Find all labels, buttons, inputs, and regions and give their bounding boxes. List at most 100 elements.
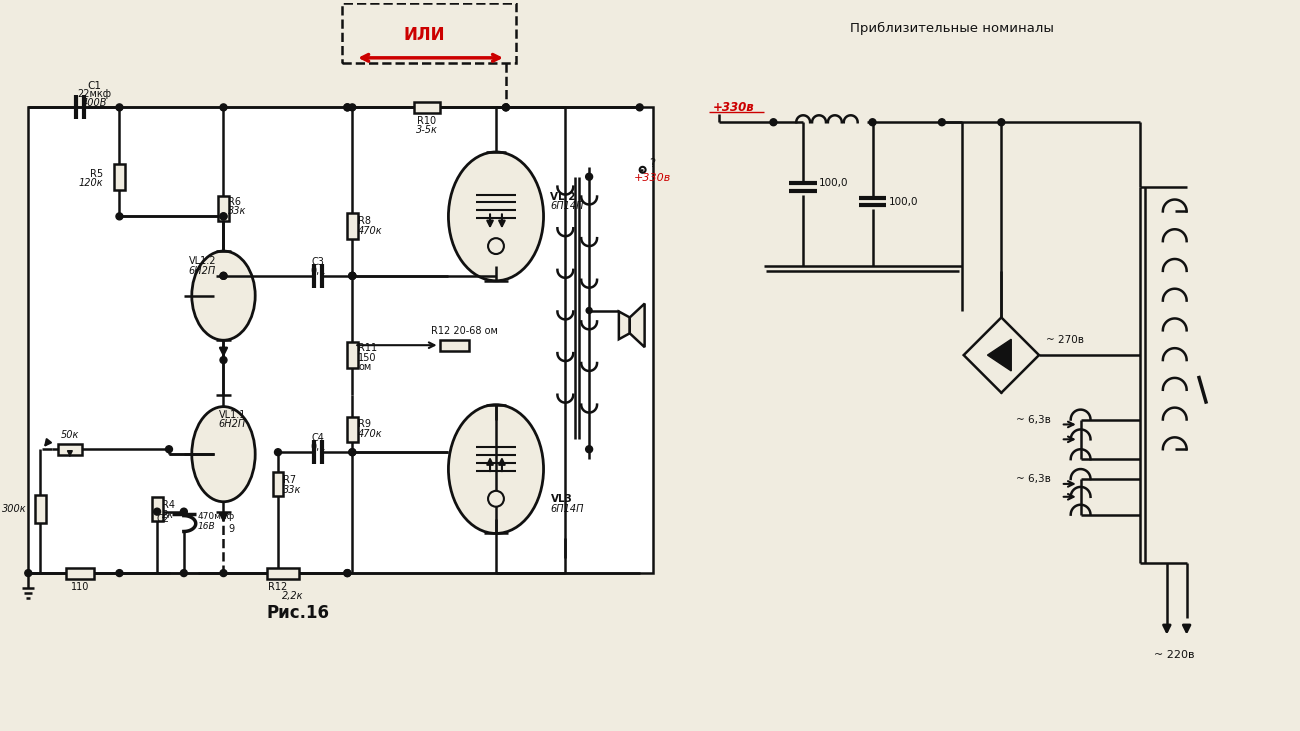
Bar xyxy=(347,213,358,239)
Circle shape xyxy=(348,449,356,455)
Text: 22мкф: 22мкф xyxy=(78,89,112,99)
Bar xyxy=(152,497,162,520)
Circle shape xyxy=(348,273,356,279)
Text: C1: C1 xyxy=(87,80,101,91)
Text: 33к: 33к xyxy=(229,206,247,216)
Text: Приблизительные номиналы: Приблизительные номиналы xyxy=(850,21,1054,34)
Text: 33к: 33к xyxy=(283,485,302,495)
Circle shape xyxy=(939,118,945,126)
Text: R12: R12 xyxy=(268,582,287,592)
Circle shape xyxy=(220,569,228,577)
Bar xyxy=(58,444,82,455)
Circle shape xyxy=(153,508,161,515)
Text: 50к: 50к xyxy=(61,431,79,440)
Text: R8: R8 xyxy=(359,216,372,227)
Text: ~ 6,3в: ~ 6,3в xyxy=(1017,474,1050,484)
Bar xyxy=(347,417,358,442)
Text: 470мкф: 470мкф xyxy=(198,512,235,521)
Circle shape xyxy=(116,569,124,577)
Circle shape xyxy=(344,569,351,577)
Text: +330в: +330в xyxy=(712,101,754,114)
Bar xyxy=(29,107,653,573)
Text: 6П14П: 6П14П xyxy=(550,202,584,211)
Text: 6П14П: 6П14П xyxy=(550,504,584,514)
Circle shape xyxy=(274,449,282,455)
Circle shape xyxy=(870,118,876,126)
Polygon shape xyxy=(963,317,1039,393)
Bar xyxy=(266,568,299,578)
Circle shape xyxy=(116,104,124,111)
Circle shape xyxy=(502,104,510,111)
Circle shape xyxy=(344,104,351,111)
Circle shape xyxy=(116,213,124,220)
Circle shape xyxy=(586,308,592,314)
Circle shape xyxy=(25,569,31,577)
Text: VL1.1: VL1.1 xyxy=(218,409,246,420)
Text: 300к: 300к xyxy=(1,504,26,514)
Text: R5: R5 xyxy=(91,169,104,179)
Circle shape xyxy=(220,213,228,220)
Text: R4: R4 xyxy=(162,500,176,510)
Text: ~ 270в: ~ 270в xyxy=(1046,336,1084,345)
Text: ИЛИ: ИЛИ xyxy=(404,26,446,44)
Ellipse shape xyxy=(192,406,255,501)
Text: 6Н2П: 6Н2П xyxy=(218,420,246,429)
Text: 0,1: 0,1 xyxy=(309,442,325,452)
Text: ~ 6,3в: ~ 6,3в xyxy=(1017,414,1050,425)
Circle shape xyxy=(488,491,504,507)
Ellipse shape xyxy=(448,405,543,534)
Text: C2: C2 xyxy=(157,514,170,523)
Bar xyxy=(439,340,469,351)
Circle shape xyxy=(348,449,356,455)
Circle shape xyxy=(348,273,356,279)
Circle shape xyxy=(636,104,643,111)
Text: C3: C3 xyxy=(311,257,324,267)
Text: R10: R10 xyxy=(417,116,437,126)
Text: 9: 9 xyxy=(229,523,234,534)
Circle shape xyxy=(348,104,356,111)
Text: ?: ? xyxy=(650,157,655,170)
Text: 120к: 120к xyxy=(79,178,104,188)
Circle shape xyxy=(220,213,228,220)
Text: Рис.16: Рис.16 xyxy=(266,604,329,622)
Bar xyxy=(273,472,283,496)
Circle shape xyxy=(344,104,351,111)
Text: R11: R11 xyxy=(359,343,377,353)
Bar xyxy=(66,568,94,578)
Circle shape xyxy=(220,104,228,111)
Text: 2,2к: 2,2к xyxy=(282,591,304,601)
Text: 400В: 400В xyxy=(82,99,108,108)
Circle shape xyxy=(488,238,504,254)
Text: 16В: 16В xyxy=(198,522,216,531)
Circle shape xyxy=(220,273,228,279)
Bar xyxy=(342,4,516,63)
Text: 470к: 470к xyxy=(359,226,383,236)
Ellipse shape xyxy=(192,251,255,340)
Polygon shape xyxy=(988,339,1011,371)
Text: VL1.2: VL1.2 xyxy=(188,256,216,266)
Text: C4: C4 xyxy=(311,433,324,443)
Text: R6: R6 xyxy=(229,197,242,206)
Circle shape xyxy=(165,446,173,452)
Text: 0,1: 0,1 xyxy=(309,266,325,276)
Circle shape xyxy=(586,446,593,452)
Text: R7: R7 xyxy=(283,475,296,485)
Text: 100,0: 100,0 xyxy=(819,178,849,188)
Text: 470к: 470к xyxy=(359,429,383,439)
Circle shape xyxy=(348,273,356,279)
Text: R12 20-68 ом: R12 20-68 ом xyxy=(430,326,498,336)
Text: VL3: VL3 xyxy=(550,493,572,504)
Circle shape xyxy=(220,357,228,363)
Text: ом: ом xyxy=(359,362,372,372)
Text: ~ 220в: ~ 220в xyxy=(1154,651,1195,660)
Polygon shape xyxy=(619,311,629,339)
Circle shape xyxy=(220,273,228,279)
Polygon shape xyxy=(629,303,645,347)
Circle shape xyxy=(344,569,351,577)
Bar xyxy=(35,495,46,523)
Text: +330в: +330в xyxy=(634,173,671,183)
Circle shape xyxy=(181,508,187,515)
Circle shape xyxy=(586,173,593,181)
Circle shape xyxy=(502,104,510,111)
Text: 6Н2П: 6Н2П xyxy=(188,266,216,276)
